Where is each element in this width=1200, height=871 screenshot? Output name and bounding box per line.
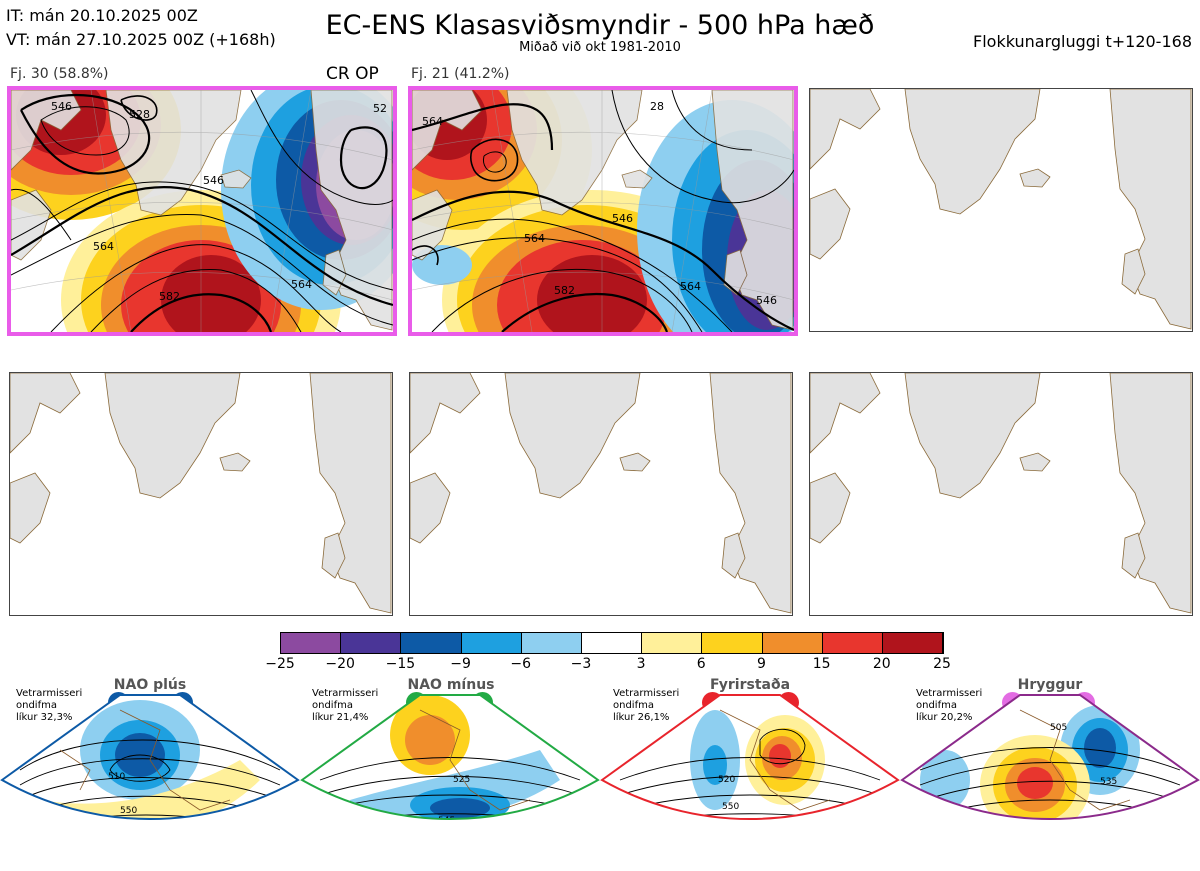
cluster-1-contour-label: 546 bbox=[203, 174, 224, 187]
colorbar-swatch bbox=[762, 633, 823, 653]
colorbar-tick-label: 25 bbox=[933, 656, 951, 672]
colorbar-swatch bbox=[642, 633, 703, 653]
regime-title: NAO mínus bbox=[407, 677, 495, 693]
regime-title: Fyrirstaða bbox=[709, 677, 791, 693]
colorbar-swatch bbox=[822, 633, 883, 653]
cluster-1-contour-label: 528 bbox=[129, 108, 150, 121]
colorbar-tick-label: −3 bbox=[570, 656, 592, 672]
cluster-2-contour-label: 564 bbox=[680, 280, 701, 293]
classification-window: Flokkunargluggi t+120-168 bbox=[973, 32, 1192, 51]
colorbar-tick-label: 9 bbox=[756, 656, 766, 672]
regime-contour-label: 550 bbox=[722, 802, 739, 812]
cluster-1-label: Fj. 30 (58.8%) bbox=[10, 66, 109, 82]
colorbar-swatch bbox=[461, 633, 522, 653]
cluster-2-contour-label: 582 bbox=[554, 284, 575, 297]
regime-contour-label: 505 bbox=[1050, 723, 1067, 733]
colorbar-tick-label: −9 bbox=[450, 656, 471, 672]
empty-map-panel bbox=[809, 88, 1193, 332]
regime-contour-label: 560 bbox=[737, 833, 754, 843]
regime-note: Vetrarmisseri ondifma líkur 21,4% bbox=[312, 688, 379, 723]
regime-maps: 510 550 525 545 565 bbox=[0, 694, 1200, 861]
colorbar-swatch bbox=[882, 633, 944, 653]
page-title: EC-ENS Klasasviðsmyndir - 500 hPa hæð bbox=[325, 10, 875, 41]
cluster-1-contour-label: 52 bbox=[373, 102, 387, 115]
init-time: IT: mán 20.10.2025 00Z bbox=[6, 6, 198, 25]
regime-contour-label: 565 bbox=[446, 851, 463, 861]
colorbar-tick-label: −15 bbox=[385, 656, 416, 672]
regime-contour-label: 545 bbox=[438, 816, 455, 826]
regime-contour-label: 535 bbox=[1100, 777, 1117, 787]
colorbar-tick-label: −25 bbox=[265, 656, 295, 672]
colorbar-swatch bbox=[281, 633, 342, 653]
regime-contour-label: 550 bbox=[120, 806, 137, 816]
cluster-1-contour-label: 564 bbox=[291, 278, 312, 291]
regime-title: NAO plús bbox=[113, 677, 187, 693]
cluster-2-contour-label: 546 bbox=[756, 294, 777, 307]
colorbar-tick-label: −20 bbox=[325, 656, 355, 672]
regime-title: Hryggur bbox=[1017, 677, 1083, 693]
cluster-1-map[interactable]: 528 546 564 582 546 564 52 bbox=[7, 86, 397, 336]
cluster-2-map[interactable]: 564 546 564 582 564 546 28 bbox=[408, 86, 798, 336]
regime-note: Vetrarmisseri ondifma líkur 26,1% bbox=[613, 688, 680, 723]
cluster-2-contour-label: 546 bbox=[612, 212, 633, 225]
colorbar-swatch bbox=[702, 633, 763, 653]
colorbar-tick-label: −6 bbox=[510, 656, 532, 672]
regime-contour-label: 525 bbox=[453, 775, 470, 785]
colorbar-swatch bbox=[401, 633, 462, 653]
colorbar-tick-label: 6 bbox=[696, 656, 706, 672]
regime-note: Vetrarmisseri ondifma líkur 20,2% bbox=[916, 688, 983, 723]
cluster-2-label: Fj. 21 (41.2%) bbox=[411, 66, 510, 82]
regime-contour-label: 510 bbox=[108, 772, 125, 782]
cluster-1-contour-label: 564 bbox=[93, 240, 114, 253]
colorbar-tick-label: 20 bbox=[872, 656, 891, 672]
cluster-2-contour-label: 564 bbox=[524, 232, 545, 245]
colorbar-tick-label: 3 bbox=[636, 656, 646, 672]
colorbar-tick-label: 15 bbox=[812, 656, 831, 672]
colorbar-swatch bbox=[521, 633, 582, 653]
empty-map-panel bbox=[809, 372, 1193, 616]
cluster-2-contour-label: 28 bbox=[650, 100, 664, 113]
colorbar-swatch bbox=[581, 633, 643, 653]
cluster-1-tag: CR OP bbox=[326, 64, 379, 84]
regime-contour-label: 560 bbox=[1094, 837, 1111, 847]
valid-time: VT: mán 27.10.2025 00Z (+168h) bbox=[6, 30, 276, 49]
empty-map-panel bbox=[409, 372, 793, 616]
colorbar bbox=[280, 632, 944, 654]
climate-reference: Miðað við okt 1981-2010 bbox=[519, 40, 681, 55]
colorbar-swatch bbox=[341, 633, 402, 653]
cluster-1-contour-label: 546 bbox=[51, 100, 72, 113]
regime-note: Vetrarmisseri ondifma líkur 32,3% bbox=[16, 688, 83, 723]
empty-map-panel bbox=[9, 372, 393, 616]
cluster-2-contour-label: 564 bbox=[422, 115, 443, 128]
regime-contour-label: 520 bbox=[718, 775, 735, 785]
cluster-1-contour-label: 582 bbox=[159, 290, 180, 303]
